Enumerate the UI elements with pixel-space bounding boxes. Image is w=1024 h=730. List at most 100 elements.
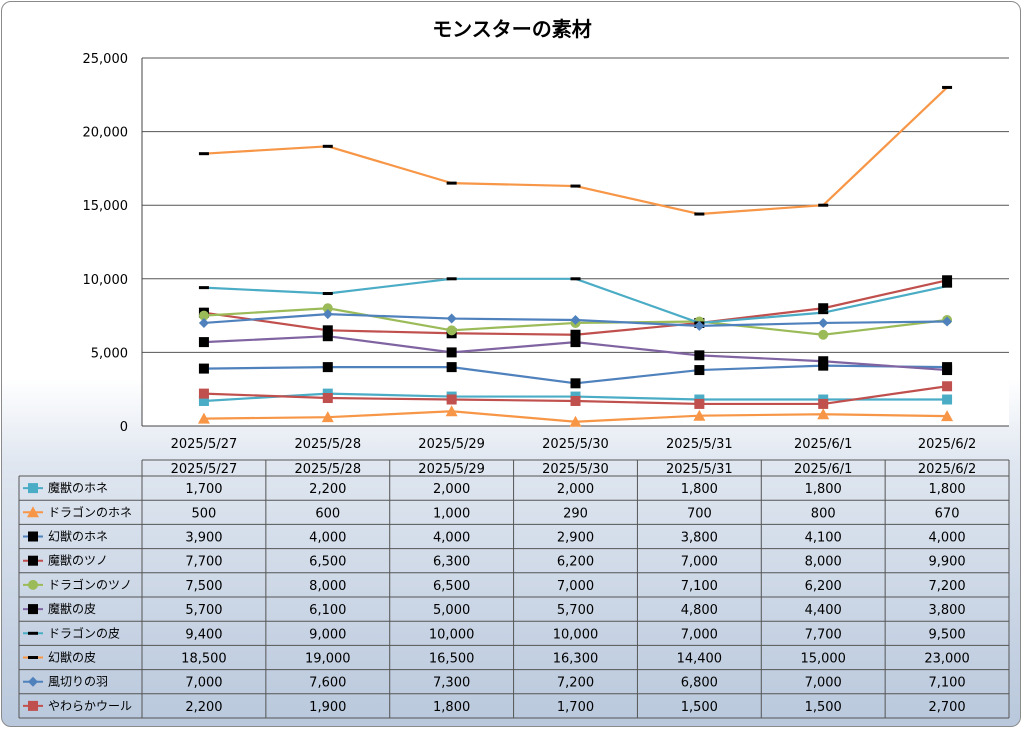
data-point	[198, 363, 209, 374]
x-tick-label: 2025/6/1	[794, 437, 852, 452]
table-cell: 1,800	[928, 482, 965, 497]
data-point	[693, 409, 706, 421]
table-cell: 7,700	[185, 555, 222, 570]
table-cell: 4,000	[928, 531, 965, 546]
legend-label: ドラゴンの皮	[48, 625, 120, 640]
y-tick-label: 15,000	[83, 199, 129, 214]
legend-label: 風切りの羽	[48, 675, 108, 689]
table-cell: 8,000	[309, 579, 346, 594]
table-cell: 5,000	[433, 603, 470, 618]
table-cell: 7,200	[928, 579, 965, 594]
data-point	[818, 398, 829, 409]
data-point	[197, 412, 210, 424]
legend-key	[23, 483, 43, 494]
data-point	[570, 315, 581, 326]
table-cell: 600	[315, 506, 340, 521]
table-cell: 5,700	[185, 603, 222, 618]
table-cell: 6,500	[309, 555, 346, 570]
table-cell: 7,000	[681, 627, 718, 642]
table-cell: 6,200	[805, 579, 842, 594]
table-cell: 800	[811, 506, 836, 521]
data-point	[322, 331, 333, 342]
table-cell: 1,000	[433, 506, 470, 521]
table-cell: 7,100	[928, 676, 965, 691]
y-tick-label: 5,000	[91, 346, 128, 361]
data-point	[694, 320, 705, 331]
data-table: 2025/5/27 2025/5/28 2025/5/29 2025/5/30 2025…	[18, 459, 1010, 719]
table-header-cell: 2025/5/27	[171, 462, 238, 477]
data-point	[322, 309, 333, 320]
data-point	[28, 656, 38, 659]
x-tick-label: 2025/5/31	[666, 437, 733, 452]
gridlines	[141, 57, 1009, 427]
legend-key	[23, 555, 43, 566]
legend-key	[23, 656, 43, 659]
data-point	[818, 329, 829, 340]
table-cell: 15,000	[800, 652, 846, 667]
table-cell: 7,200	[557, 676, 594, 691]
legend-key	[23, 700, 43, 711]
table-cell: 1,800	[433, 700, 470, 715]
table-cell: 500	[192, 506, 217, 521]
data-point	[321, 411, 334, 423]
data-point	[818, 203, 829, 207]
table-header-cell: 2025/5/30	[542, 462, 609, 477]
y-tick-label: 0	[120, 420, 128, 435]
table-cell: 670	[935, 506, 960, 521]
data-point	[818, 303, 829, 314]
table-cell: 10,000	[553, 627, 599, 642]
data-point	[322, 362, 333, 373]
data-point	[570, 337, 581, 348]
table-header-cell: 2025/5/29	[418, 462, 485, 477]
table-cell: 7,000	[557, 579, 594, 594]
series-8	[198, 85, 953, 216]
legend-label: 幻獣のホネ	[48, 530, 108, 544]
table-cell: 1,800	[805, 482, 842, 497]
table-cell: 16,300	[553, 652, 599, 667]
data-point	[322, 144, 333, 148]
data-point	[694, 212, 705, 216]
table-cell: 7,300	[433, 676, 470, 691]
table-cell: 7,500	[185, 579, 222, 594]
data-point	[445, 405, 458, 417]
y-axis: 0 5,000 10,000 15,000 20,000 25,000	[83, 52, 129, 435]
data-point	[198, 152, 209, 156]
data-point	[570, 378, 581, 389]
data-point	[198, 337, 209, 348]
chart-title: モンスターの素材	[432, 17, 592, 41]
legend-key	[23, 506, 43, 518]
table-cell: 5,700	[557, 603, 594, 618]
table-cell: 7,000	[681, 555, 718, 570]
data-point	[446, 394, 457, 405]
table-cell: 3,800	[928, 603, 965, 618]
data-point	[570, 329, 581, 340]
table-cell: 3,800	[681, 531, 718, 546]
data-point	[28, 531, 38, 542]
table-cell: 23,000	[924, 652, 970, 667]
legend-key	[23, 631, 43, 635]
data-point	[942, 284, 953, 288]
data-point	[198, 317, 209, 328]
data-point	[694, 350, 705, 361]
table-cell: 9,400	[185, 627, 222, 642]
legend-key	[23, 579, 43, 590]
legend-label: 幻獣の皮	[48, 651, 96, 665]
legend-key	[23, 531, 43, 542]
x-tick-label: 2025/5/27	[171, 437, 238, 452]
legend-key	[23, 676, 43, 687]
data-point	[942, 381, 953, 392]
data-point	[694, 398, 705, 409]
table-cell: 7,600	[309, 676, 346, 691]
table-cell: 6,200	[557, 555, 594, 570]
legend-label: 魔獣のホネ	[48, 480, 108, 495]
table-cell: 4,100	[805, 531, 842, 546]
table-cell: 6,300	[433, 555, 470, 570]
y-tick-label: 10,000	[83, 273, 129, 288]
data-point	[28, 579, 38, 590]
x-axis: 2025/5/27 2025/5/28 2025/5/29 2025/5/30 2025…	[171, 437, 977, 452]
y-tick-label: 20,000	[83, 126, 129, 141]
data-point	[818, 356, 829, 367]
table-cell: 10,000	[429, 627, 475, 642]
data-point	[446, 362, 457, 373]
